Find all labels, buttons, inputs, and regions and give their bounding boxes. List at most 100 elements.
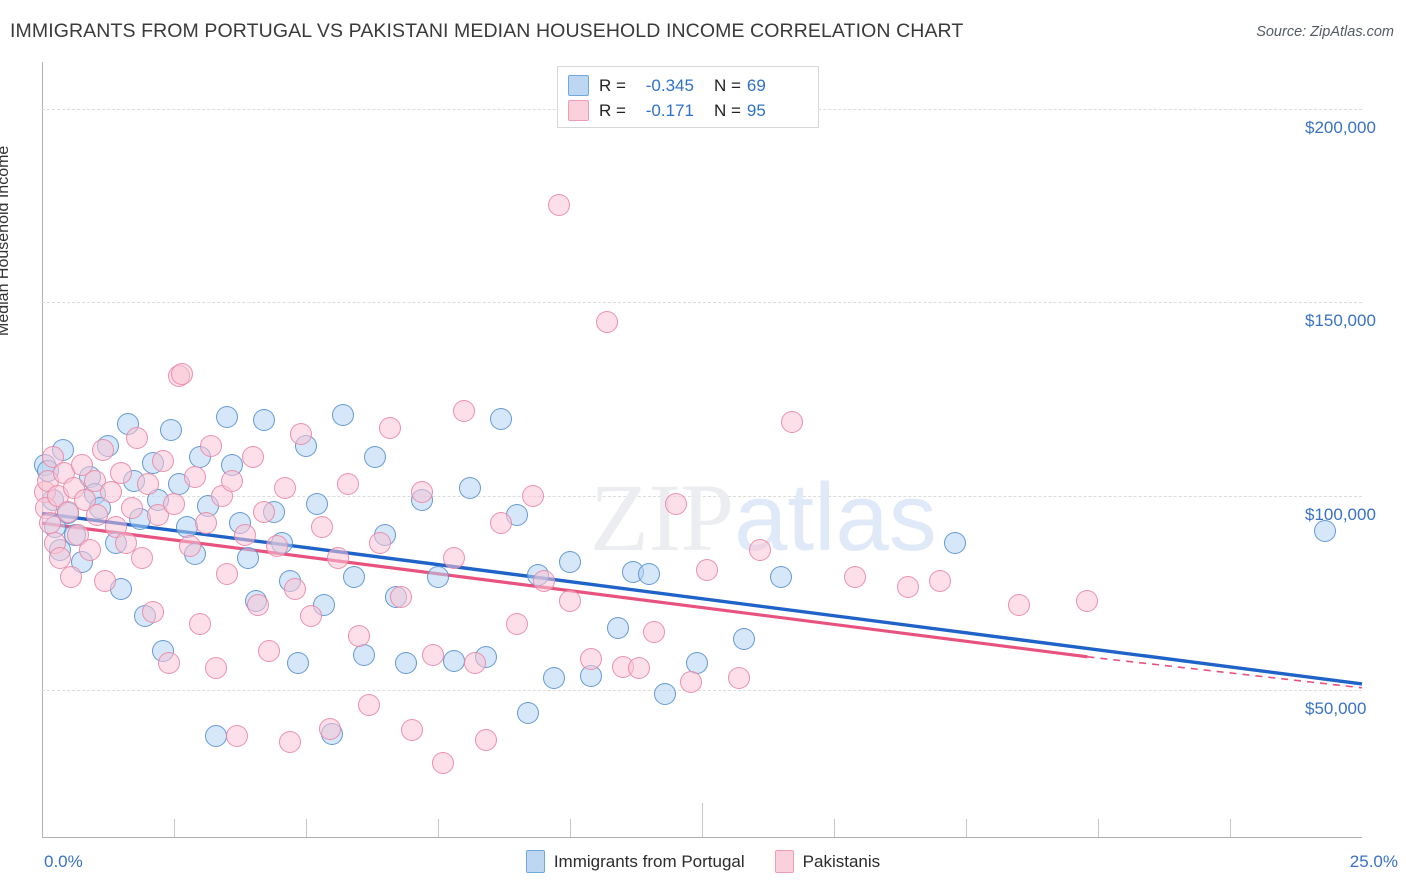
data-point-portugal[interactable] — [458, 477, 481, 500]
data-point-portugal[interactable] — [490, 407, 513, 430]
data-point-pakistani[interactable] — [780, 411, 803, 434]
data-point-pakistani[interactable] — [928, 570, 951, 593]
data-point-pakistani[interactable] — [70, 454, 93, 476]
data-point-portugal[interactable] — [215, 405, 238, 428]
data-point-pakistani[interactable] — [78, 539, 101, 562]
data-point-pakistani[interactable] — [215, 562, 238, 585]
data-point-pakistani[interactable] — [199, 434, 222, 457]
data-point-pakistani[interactable] — [318, 717, 341, 740]
data-point-pakistani[interactable] — [99, 481, 122, 504]
data-point-pakistani[interactable] — [147, 504, 170, 527]
data-point-pakistani[interactable] — [221, 469, 244, 492]
data-point-pakistani[interactable] — [680, 671, 703, 693]
data-point-portugal[interactable] — [733, 628, 756, 651]
data-point-pakistani[interactable] — [163, 492, 185, 515]
data-point-portugal[interactable] — [606, 616, 629, 639]
data-point-portugal[interactable] — [638, 562, 661, 585]
data-point-portugal[interactable] — [427, 566, 449, 589]
data-point-portugal[interactable] — [654, 682, 677, 705]
data-point-pakistani[interactable] — [347, 624, 370, 647]
data-point-pakistani[interactable] — [411, 481, 434, 504]
data-point-pakistani[interactable] — [749, 539, 772, 562]
data-point-pakistani[interactable] — [131, 547, 154, 569]
data-point-portugal[interactable] — [395, 651, 418, 674]
data-point-pakistani[interactable] — [57, 500, 80, 523]
data-point-pakistani[interactable] — [234, 523, 257, 546]
data-point-pakistani[interactable] — [400, 719, 423, 742]
data-point-pakistani[interactable] — [194, 512, 217, 535]
data-point-pakistani[interactable] — [94, 570, 117, 593]
data-point-pakistani[interactable] — [490, 512, 513, 535]
data-point-portugal[interactable] — [342, 566, 365, 589]
data-point-pakistani[interactable] — [559, 589, 581, 612]
data-point-pakistani[interactable] — [379, 417, 402, 440]
data-point-pakistani[interactable] — [896, 576, 919, 599]
data-point-pakistani[interactable] — [368, 531, 391, 554]
data-point-pakistani[interactable] — [258, 640, 281, 662]
data-point-portugal[interactable] — [252, 409, 275, 432]
data-point-pakistani[interactable] — [337, 473, 360, 496]
data-point-pakistani[interactable] — [279, 731, 302, 754]
data-point-pakistani[interactable] — [643, 620, 666, 643]
data-point-portugal[interactable] — [287, 651, 310, 674]
data-point-pakistani[interactable] — [289, 423, 312, 445]
data-point-pakistani[interactable] — [252, 500, 275, 523]
data-point-portugal[interactable] — [559, 550, 581, 573]
data-point-pakistani[interactable] — [696, 558, 719, 581]
data-point-pakistani[interactable] — [474, 729, 497, 752]
data-point-pakistani[interactable] — [110, 461, 133, 484]
data-point-portugal[interactable] — [353, 643, 376, 666]
data-point-pakistani[interactable] — [506, 612, 529, 635]
data-point-portugal[interactable] — [1314, 519, 1337, 542]
data-point-pakistani[interactable] — [300, 605, 323, 628]
data-point-pakistani[interactable] — [453, 399, 476, 422]
data-point-pakistani[interactable] — [580, 647, 603, 670]
data-point-pakistani[interactable] — [49, 547, 72, 569]
data-point-pakistani[interactable] — [91, 438, 114, 461]
data-point-pakistani[interactable] — [157, 651, 180, 674]
data-point-pakistani[interactable] — [844, 566, 867, 589]
data-point-pakistani[interactable] — [170, 362, 193, 385]
data-point-pakistani[interactable] — [1007, 593, 1030, 616]
data-point-pakistani[interactable] — [189, 612, 212, 635]
data-point-portugal[interactable] — [543, 667, 566, 690]
legend-item-pakistanis[interactable]: Pakistanis — [774, 850, 880, 873]
data-point-pakistani[interactable] — [1076, 589, 1099, 612]
data-point-pakistani[interactable] — [178, 535, 201, 558]
data-point-portugal[interactable] — [770, 566, 793, 589]
data-point-portugal[interactable] — [236, 547, 259, 569]
data-point-pakistani[interactable] — [126, 426, 149, 449]
data-point-portugal[interactable] — [160, 419, 183, 442]
data-point-pakistani[interactable] — [358, 694, 381, 717]
data-point-pakistani[interactable] — [205, 657, 228, 680]
data-point-pakistani[interactable] — [273, 477, 296, 500]
data-point-portugal[interactable] — [516, 702, 539, 724]
data-point-pakistani[interactable] — [152, 450, 175, 473]
data-point-pakistani[interactable] — [226, 725, 249, 748]
data-point-pakistani[interactable] — [522, 485, 545, 507]
data-point-pakistani[interactable] — [265, 535, 288, 558]
data-point-pakistani[interactable] — [727, 667, 750, 690]
data-point-pakistani[interactable] — [115, 531, 138, 554]
data-point-pakistani[interactable] — [432, 752, 455, 775]
data-point-pakistani[interactable] — [141, 601, 164, 624]
data-point-pakistani[interactable] — [664, 492, 687, 515]
data-point-portugal[interactable] — [363, 446, 386, 469]
data-point-portugal[interactable] — [305, 492, 328, 515]
data-point-pakistani[interactable] — [284, 578, 307, 600]
data-point-pakistani[interactable] — [595, 310, 618, 333]
data-point-portugal[interactable] — [944, 531, 967, 554]
data-point-pakistani[interactable] — [442, 547, 465, 569]
legend-item-portugal[interactable]: Immigrants from Portugal — [525, 850, 745, 873]
data-point-pakistani[interactable] — [184, 465, 207, 488]
data-point-portugal[interactable] — [331, 403, 354, 426]
data-point-pakistani[interactable] — [242, 446, 265, 469]
data-point-pakistani[interactable] — [326, 547, 349, 569]
data-point-pakistani[interactable] — [421, 643, 444, 666]
data-point-pakistani[interactable] — [310, 516, 333, 538]
data-point-pakistani[interactable] — [390, 585, 413, 608]
data-point-pakistani[interactable] — [86, 504, 109, 527]
data-point-pakistani[interactable] — [120, 496, 143, 519]
data-point-pakistani[interactable] — [247, 593, 270, 616]
data-point-pakistani[interactable] — [60, 566, 83, 589]
